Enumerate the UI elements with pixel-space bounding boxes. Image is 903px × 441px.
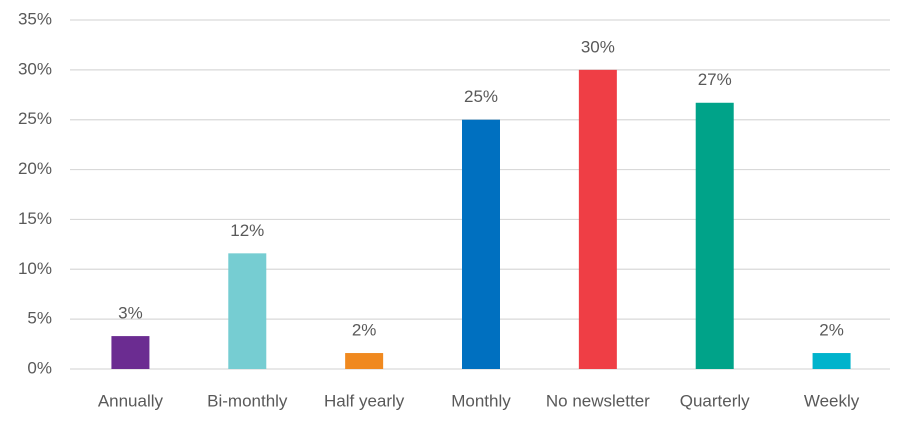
data-label: 2% — [352, 321, 377, 340]
x-tick-label: Half yearly — [324, 391, 405, 410]
y-tick-label: 15% — [18, 209, 52, 228]
y-tick-label: 35% — [18, 9, 52, 28]
bar — [462, 119, 500, 369]
data-label: 25% — [464, 87, 498, 106]
y-tick-label: 5% — [27, 309, 52, 328]
data-label: 30% — [581, 37, 615, 56]
x-tick-label: Weekly — [804, 391, 860, 410]
x-tick-label: Bi-monthly — [207, 391, 288, 410]
bar — [695, 102, 734, 370]
bar — [345, 353, 384, 369]
bar — [111, 336, 150, 369]
bar — [228, 253, 267, 369]
x-tick-label: Monthly — [451, 391, 511, 410]
y-tick-label: 20% — [18, 159, 52, 178]
data-label: 12% — [230, 221, 264, 240]
y-tick-label: 25% — [18, 109, 52, 128]
bar — [578, 69, 617, 369]
x-tick-label: Annually — [98, 391, 164, 410]
data-label: 27% — [698, 70, 732, 89]
data-label: 3% — [118, 304, 143, 323]
x-tick-label: Quarterly — [680, 391, 750, 410]
y-tick-label: 10% — [18, 259, 52, 278]
bar — [812, 353, 851, 369]
data-label: 2% — [819, 321, 844, 340]
x-tick-label: No newsletter — [546, 391, 650, 410]
y-tick-label: 30% — [18, 59, 52, 78]
y-tick-label: 0% — [27, 358, 52, 377]
